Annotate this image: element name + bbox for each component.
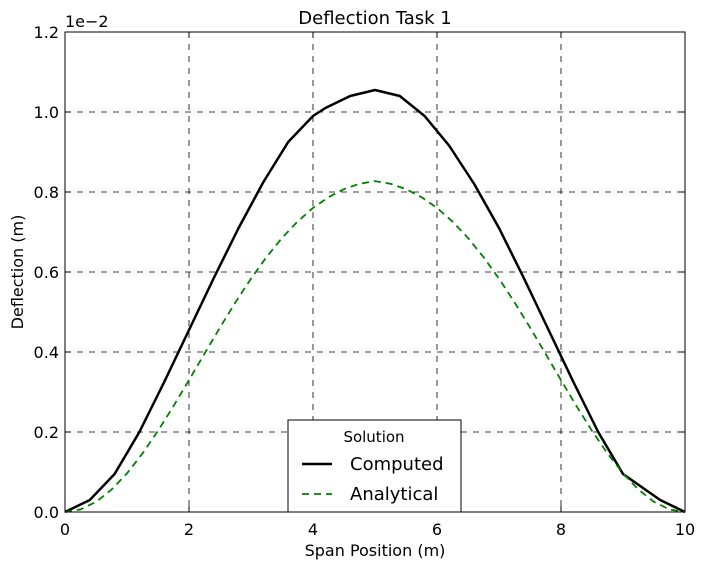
legend-box (287, 419, 462, 513)
legend-title: Solution (343, 428, 404, 446)
chart-title: Deflection Task 1 (298, 8, 451, 29)
y-tick-label: 0.4 (34, 343, 59, 362)
series-line-analytical (64, 180, 686, 513)
y-tick-label: 0.6 (34, 263, 59, 282)
x-tick-label: 2 (184, 520, 194, 539)
tick-marks (64, 31, 686, 513)
x-tick-label: 6 (432, 520, 442, 539)
series-line-computed (64, 88, 686, 514)
legend: Solution Computed Analytical (287, 419, 462, 513)
y-tick-labels: 0.0 0.2 0.4 0.6 0.8 1.0 1.2 (34, 23, 59, 522)
y-tick-label: 0.0 (34, 503, 59, 522)
y-tick-label: 0.2 (34, 423, 59, 442)
y-axis-label: Deflection (m) (8, 215, 27, 330)
y-tick-label: 1.2 (34, 23, 59, 42)
legend-label-computed: Computed (350, 454, 444, 475)
x-tick-label: 0 (60, 520, 70, 539)
series-lines (64, 88, 686, 514)
y-offset-text: 1e−2 (65, 12, 109, 31)
legend-label-analytical: Analytical (350, 484, 438, 505)
x-tick-label: 4 (308, 520, 318, 539)
x-tick-label: 10 (675, 520, 695, 539)
x-axis-label: Span Position (m) (305, 541, 446, 560)
y-tick-label: 1.0 (34, 103, 59, 122)
x-tick-labels: 0 2 4 6 8 10 (60, 520, 695, 539)
y-tick-label: 0.8 (34, 183, 59, 202)
x-tick-label: 8 (556, 520, 566, 539)
